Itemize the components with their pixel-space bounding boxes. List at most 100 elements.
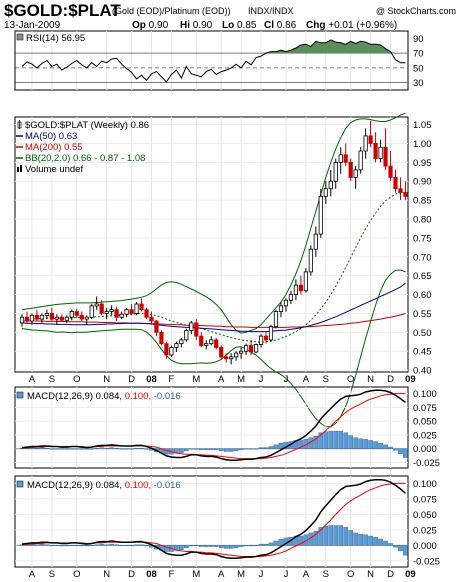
rsi-plot: 90 70 50 30 RSI(14) 56.95: [15, 31, 424, 90]
xtick-1-8: A: [218, 569, 225, 580]
candle-body: [129, 309, 134, 314]
macd2-hist-bar-45: [243, 545, 249, 547]
candle-45: [243, 343, 249, 355]
candle-23: [134, 302, 139, 316]
candle-body: [79, 314, 84, 320]
candle-body: [114, 309, 119, 318]
xtick-1-16: D: [387, 569, 394, 580]
candle-44: [239, 347, 244, 359]
xtick-0-14: O: [347, 374, 354, 385]
open-value: 0.90: [149, 20, 169, 31]
watermark: @ StockCharts.com: [376, 6, 456, 16]
macd1-hist-bar-1: [24, 447, 30, 449]
macd2-hist-bar-64: [338, 525, 344, 546]
candle-54: [288, 290, 294, 304]
macd1-ytick-1: 0.075: [413, 403, 437, 414]
chart-date: 13-Jan-2009: [4, 20, 61, 31]
macd2-ytick-5: -0.025: [413, 556, 440, 567]
price-legend-label: MA(200) 0.55: [25, 142, 83, 153]
candle-42: [229, 353, 234, 365]
macd2-hist-bar-16: [99, 543, 104, 546]
macd2-hist-bar-73: [383, 540, 388, 546]
macd1-ytick-2: 0.050: [413, 417, 437, 428]
macd2-hist-bar-8: [59, 545, 65, 547]
macd2-hist-bar-74: [388, 543, 393, 546]
candle-body: [19, 316, 25, 324]
price-ytick-9: 0.60: [413, 290, 432, 301]
xtick-0-3: N: [103, 374, 110, 385]
candle-39: [214, 338, 219, 350]
macd2-hist-bar-52: [278, 538, 284, 546]
xtick-0-17: 09: [405, 374, 416, 385]
candle-11: [74, 308, 79, 318]
macd2-hist-bar-43: [233, 545, 239, 549]
macd2-hist-bar-6: [49, 545, 55, 547]
candle-body: [49, 313, 54, 320]
macd1-hist-bar-18: [109, 447, 114, 449]
legend-volume-bar: [20, 165, 22, 172]
macd2-hist-bar-15: [94, 544, 99, 546]
x-axis-labels: A S O N D 08 F M A M J J A S O N D 09 A S O N D 08 F M A M J J A S O N D 09: [29, 374, 416, 580]
macd1-macd-line: [21, 389, 406, 462]
candle-body: [338, 154, 343, 163]
candle-body: [84, 316, 89, 320]
macd2-hist-bar-12: [79, 545, 85, 547]
xtick-0-8: A: [218, 374, 225, 385]
svg-text:Hi 0.90: Hi 0.90: [180, 20, 213, 31]
macd2-hist-bar-46: [248, 545, 254, 547]
candle-57: [303, 268, 308, 293]
candle-body: [109, 309, 114, 312]
macd1-hist-bar-59: [313, 435, 319, 449]
macd2-hist-bar-70: [368, 535, 373, 546]
candle-0: [19, 314, 25, 327]
macd1-hist-bar-56: [298, 440, 304, 449]
price-ytick-5: 0.80: [413, 215, 432, 226]
macd2-hist-bar-36: [198, 545, 204, 547]
price-legend-item-1: MA(50) 0.63: [16, 131, 77, 142]
xtick-0-4: D: [128, 374, 135, 385]
bb-upper-line: [21, 112, 406, 334]
macd2-hist-bar-41: [223, 545, 229, 549]
xtick-0-9: M: [237, 374, 245, 385]
candle-72: [378, 139, 383, 163]
macd1-hist-bar-3: [34, 447, 40, 449]
candle-body: [288, 294, 294, 301]
macd2-hist-bar-76: [398, 545, 403, 552]
candle-73: [383, 128, 388, 170]
macd1-hist-bar-43: [233, 448, 239, 452]
candle-body: [234, 352, 239, 358]
macd1-hist-bar-45: [243, 448, 249, 450]
candle-body: [89, 305, 94, 318]
price-ytick-11: 0.50: [413, 328, 432, 339]
candle-body: [303, 271, 308, 292]
candle-75: [393, 169, 398, 193]
price-ytick-4: 0.85: [413, 196, 432, 207]
candle-body: [194, 322, 199, 337]
macd2-hist-bar-75: [393, 545, 398, 548]
candle-16: [99, 300, 104, 316]
candle-body: [199, 335, 204, 346]
candle-body: [144, 309, 149, 318]
candle-58: [308, 245, 313, 276]
candle-body: [268, 326, 274, 341]
candle-64: [338, 147, 343, 174]
macd1-hist-bar-47: [253, 448, 259, 450]
macd2-hist-bar-35: [193, 545, 199, 547]
candle-10: [69, 309, 74, 321]
candle-body: [214, 339, 219, 348]
macd1-hist-bar-52: [278, 443, 284, 449]
close-value: 0.86: [277, 20, 297, 31]
svg-text:Op 0.90: Op 0.90: [132, 20, 169, 31]
macd1-hist-bar-77: [403, 448, 408, 458]
macd2-hist-bar-72: [378, 538, 383, 546]
svg-text:Chg +0.01 (+0.96%): Chg +0.01 (+0.96%): [306, 20, 397, 31]
low-value: 0.85: [237, 20, 257, 31]
price-ytick-10: 0.55: [413, 309, 432, 320]
candle-body: [273, 311, 279, 328]
macd2-hist-bar-39: [213, 545, 219, 547]
macd2-hist-bar-37: [203, 545, 209, 547]
candle-60: [318, 188, 323, 238]
macd2-hist-bar-71: [373, 537, 378, 546]
